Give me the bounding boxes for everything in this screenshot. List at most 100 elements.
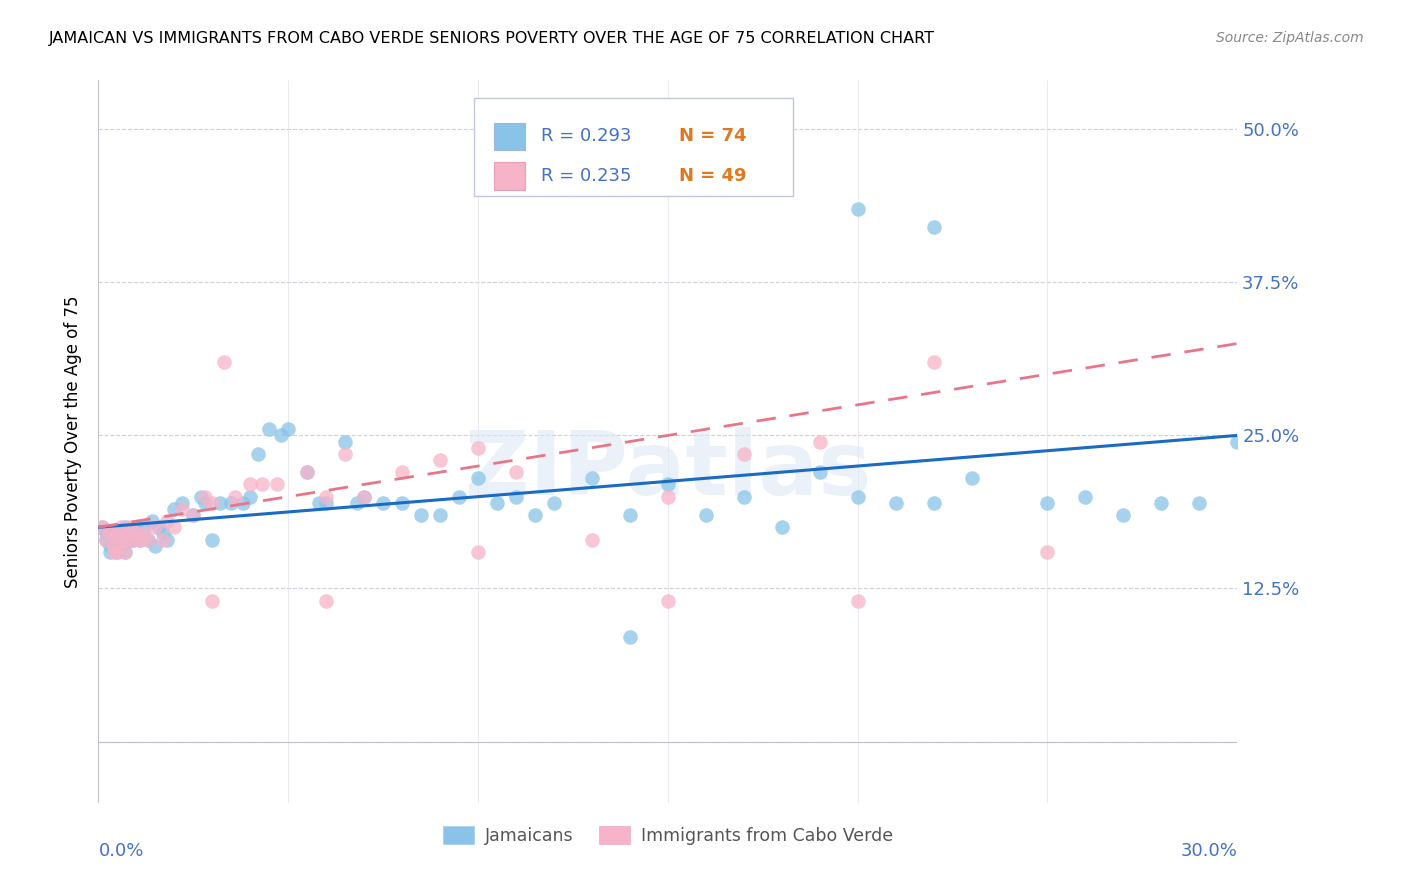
Point [657,477,679,491]
Point [429,453,451,467]
Point [145,520,167,534]
Point [270,428,292,442]
Point [114,545,136,559]
Text: JAMAICAN VS IMMIGRANTS FROM CABO VERDE SENIORS POVERTY OVER THE AGE OF 75 CORREL: JAMAICAN VS IMMIGRANTS FROM CABO VERDE S… [49,31,935,46]
Point [411,508,433,522]
Point [208,496,231,510]
Point [315,593,337,607]
Point [1074,490,1097,504]
Point [103,539,125,553]
Point [619,508,641,522]
Text: R = 0.235: R = 0.235 [541,167,631,185]
Text: 0.0%: 0.0% [98,842,143,860]
Point [922,220,945,235]
Point [125,520,148,534]
Point [221,496,243,510]
Point [1036,545,1059,559]
Point [922,496,945,510]
Point [846,593,869,607]
Point [1226,434,1249,449]
Point [103,545,125,559]
Point [1112,508,1135,522]
Point [107,526,129,541]
Point [170,496,193,510]
Text: 30.0%: 30.0% [1181,842,1237,860]
Point [114,545,136,559]
Point [429,508,451,522]
Point [315,490,337,504]
Point [125,526,148,541]
Point [505,490,527,504]
Text: N = 74: N = 74 [679,128,747,145]
Point [808,465,831,479]
Point [141,514,163,528]
Point [94,533,117,547]
Point [505,465,527,479]
Point [98,526,121,541]
Point [846,202,869,216]
Point [118,533,141,547]
Point [91,520,114,534]
Point [335,434,357,449]
Point [695,508,717,522]
Point [846,490,869,504]
Point [110,520,132,534]
Point [110,539,132,553]
Point [103,533,125,547]
Point [145,539,167,553]
Point [170,502,193,516]
FancyBboxPatch shape [494,122,526,150]
Point [156,514,179,528]
Point [467,471,489,485]
Text: R = 0.293: R = 0.293 [541,128,631,145]
Point [391,465,413,479]
Point [486,496,509,510]
Text: ZIPatlas: ZIPatlas [465,427,870,514]
Point [201,533,224,547]
Point [266,477,288,491]
Point [121,533,143,547]
Point [183,508,205,522]
Point [246,447,269,461]
Point [657,593,679,607]
Point [1188,496,1211,510]
Point [136,533,159,547]
Point [449,490,471,504]
Point [94,533,117,547]
Point [132,526,155,541]
Point [107,545,129,559]
Point [163,520,186,534]
Point [118,520,141,534]
Point [107,545,129,559]
Point [152,526,174,541]
Point [110,533,132,547]
Point [194,490,217,504]
Point [733,447,755,461]
Point [581,533,603,547]
Point [297,465,319,479]
Point [121,533,143,547]
Point [212,355,235,369]
Point [391,496,413,510]
Point [239,490,262,504]
Point [132,520,155,534]
Point [884,496,907,510]
Point [335,447,357,461]
Point [371,496,394,510]
Point [543,496,565,510]
Point [156,533,179,547]
Point [922,355,945,369]
Point [98,539,121,553]
Point [107,526,129,541]
Point [114,533,136,547]
Text: Source: ZipAtlas.com: Source: ZipAtlas.com [1216,31,1364,45]
Point [136,533,159,547]
Point [1150,496,1173,510]
Y-axis label: Seniors Poverty Over the Age of 75: Seniors Poverty Over the Age of 75 [63,295,82,588]
Point [98,545,121,559]
Point [163,502,186,516]
Point [315,496,337,510]
Point [1036,496,1059,510]
Point [346,496,368,510]
FancyBboxPatch shape [474,98,793,196]
